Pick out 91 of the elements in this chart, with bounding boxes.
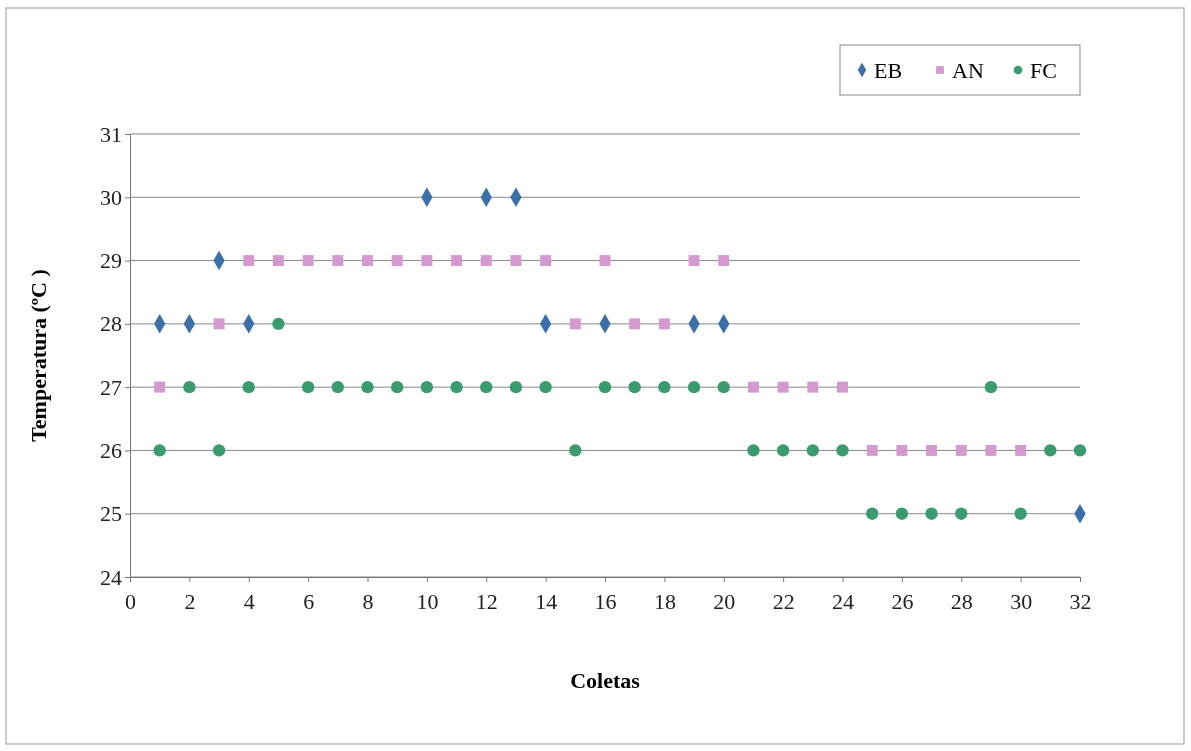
point (539, 380, 552, 394)
x-tick-label: 16 (594, 589, 617, 615)
x-axis-title: Coletas (570, 668, 641, 693)
point (272, 255, 284, 267)
y-tick-label: 29 (100, 248, 122, 274)
x-tick-label: 4 (243, 589, 255, 615)
point (747, 381, 759, 393)
y-tick-label: 31 (100, 121, 122, 147)
x-tick-label: 0 (125, 589, 136, 615)
point (153, 444, 166, 457)
point (569, 318, 581, 330)
point (687, 380, 701, 394)
x-tick-label: 8 (362, 589, 374, 615)
point (688, 255, 700, 267)
point (747, 444, 760, 457)
point (569, 444, 582, 457)
point (955, 507, 968, 520)
point (895, 507, 909, 520)
x-tick-label: 6 (303, 589, 315, 615)
point (955, 444, 967, 456)
point (806, 444, 819, 457)
point (332, 255, 344, 267)
point (212, 444, 226, 457)
x-tick-label: 28 (950, 589, 973, 615)
point (183, 380, 196, 394)
legend-label: AN (952, 58, 984, 83)
point (301, 380, 315, 394)
point (450, 380, 463, 394)
x-tick-label: 26 (891, 589, 914, 615)
point (598, 380, 612, 394)
point (599, 255, 611, 267)
point (836, 444, 849, 457)
x-tick-label: 20 (713, 589, 736, 615)
point (509, 380, 523, 394)
point (391, 380, 404, 394)
point (510, 255, 522, 267)
point (658, 318, 670, 330)
point (213, 318, 225, 330)
y-axis-title: Temperatura (ºC ) (26, 269, 51, 442)
point (926, 444, 938, 456)
y-tick-label: 26 (100, 437, 122, 463)
point (658, 380, 671, 394)
point (272, 317, 285, 331)
point (451, 255, 463, 267)
point (776, 444, 790, 457)
point (331, 380, 344, 394)
point (866, 444, 878, 456)
y-tick-label: 30 (100, 184, 122, 210)
point (984, 380, 998, 394)
point (1044, 444, 1057, 457)
y-tick-label: 28 (100, 311, 122, 337)
legend-label: EB (874, 58, 903, 83)
point (1015, 444, 1027, 456)
point (837, 381, 848, 393)
point (420, 380, 434, 394)
x-tick-label: 12 (475, 589, 498, 615)
point (540, 255, 552, 267)
point (807, 381, 819, 393)
x-tick-label: 22 (772, 589, 795, 615)
x-tick-label: 2 (184, 589, 196, 615)
x-tick-label: 30 (1010, 589, 1033, 615)
point (985, 444, 997, 456)
x-tick-label: 18 (653, 589, 676, 615)
point (717, 380, 730, 394)
point (480, 380, 493, 394)
point (242, 380, 255, 394)
point (480, 255, 492, 267)
legend-label: FC (1030, 58, 1057, 83)
point (629, 318, 641, 330)
point (391, 255, 403, 267)
point (896, 444, 908, 456)
point (1014, 507, 1027, 520)
point (628, 380, 641, 394)
point (1073, 444, 1087, 457)
x-tick-label: 24 (832, 589, 854, 615)
point (154, 381, 166, 393)
y-tick-label: 24 (100, 564, 122, 590)
y-tick-label: 25 (100, 501, 122, 527)
point (243, 255, 255, 267)
x-tick-label: 10 (416, 589, 439, 615)
x-tick-label: 14 (535, 589, 558, 615)
point (361, 380, 374, 394)
point (777, 381, 789, 393)
point (866, 507, 879, 520)
point (718, 255, 730, 267)
point (362, 255, 373, 267)
point (925, 507, 938, 520)
y-tick-label: 27 (100, 374, 122, 400)
point (302, 255, 314, 267)
point (421, 255, 433, 267)
x-tick-label: 32 (1069, 589, 1092, 615)
